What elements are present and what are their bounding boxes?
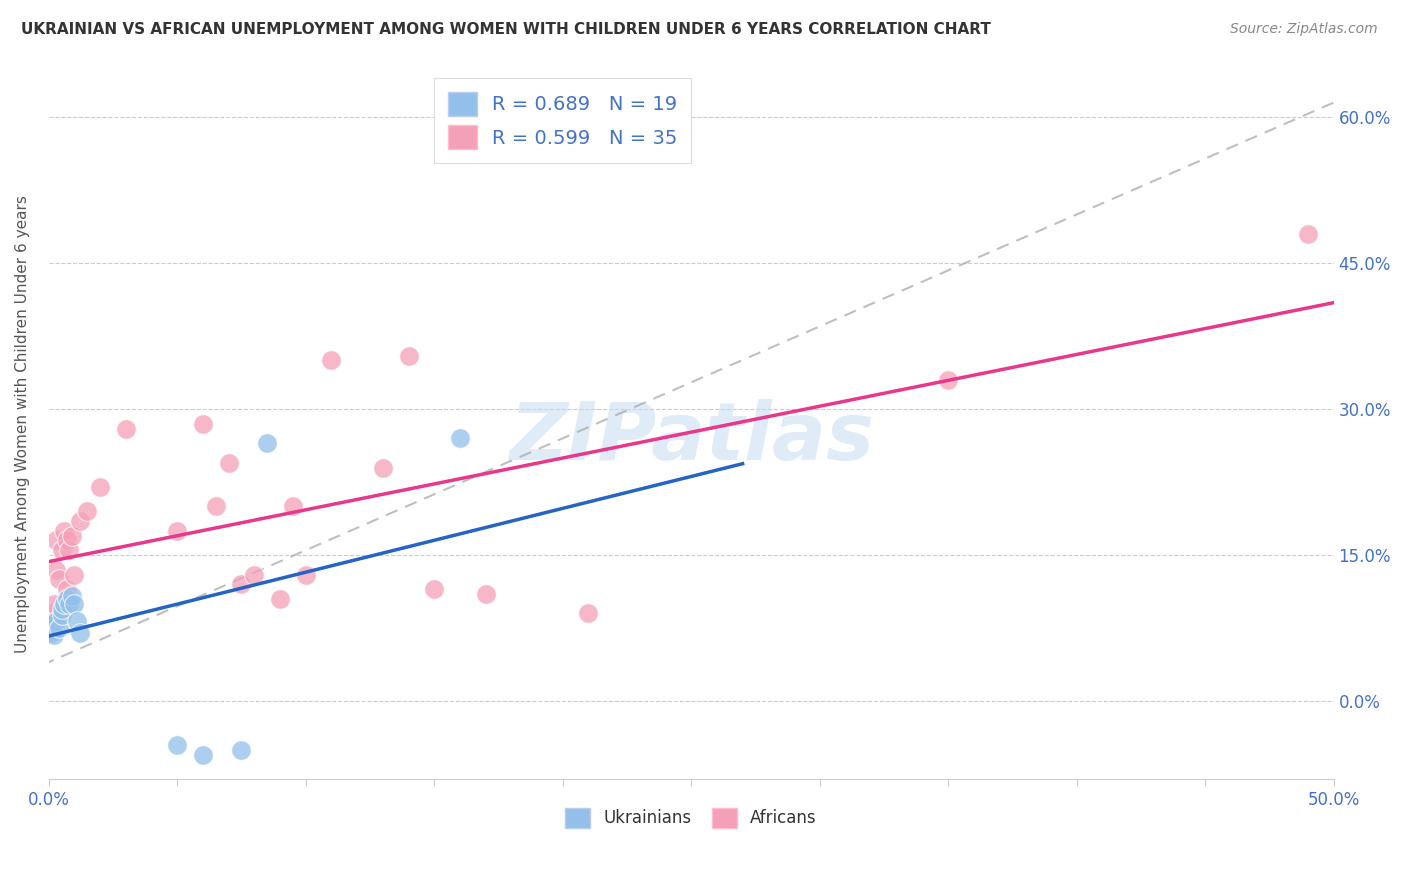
Text: Source: ZipAtlas.com: Source: ZipAtlas.com	[1230, 22, 1378, 37]
Point	[936, 373, 959, 387]
Point	[58, 543, 80, 558]
Point	[269, 591, 291, 606]
Point	[42, 597, 65, 611]
Point	[48, 573, 70, 587]
Text: UKRAINIAN VS AFRICAN UNEMPLOYMENT AMONG WOMEN WITH CHILDREN UNDER 6 YEARS CORREL: UKRAINIAN VS AFRICAN UNEMPLOYMENT AMONG …	[21, 22, 991, 37]
Point	[76, 504, 98, 518]
Point	[243, 567, 266, 582]
Point	[60, 528, 83, 542]
Y-axis label: Unemployment Among Women with Children Under 6 years: Unemployment Among Women with Children U…	[15, 194, 30, 653]
Point	[51, 543, 73, 558]
Point	[89, 480, 111, 494]
Point	[55, 591, 77, 606]
Point	[69, 514, 91, 528]
Point	[166, 524, 188, 538]
Point	[1296, 227, 1319, 241]
Point	[576, 607, 599, 621]
Point	[42, 628, 65, 642]
Point	[66, 614, 89, 628]
Point	[115, 421, 138, 435]
Point	[63, 597, 86, 611]
Text: ZIPatlas: ZIPatlas	[509, 399, 873, 477]
Point	[48, 621, 70, 635]
Point	[58, 597, 80, 611]
Point	[294, 567, 316, 582]
Point	[204, 500, 226, 514]
Point	[474, 587, 496, 601]
Point	[45, 563, 67, 577]
Point	[45, 533, 67, 548]
Point	[231, 577, 253, 591]
Point	[38, 616, 60, 631]
Point	[231, 742, 253, 756]
Point	[51, 607, 73, 621]
Point	[63, 567, 86, 582]
Point	[60, 589, 83, 603]
Point	[321, 353, 343, 368]
Point	[41, 626, 63, 640]
Point	[371, 460, 394, 475]
Point	[281, 500, 304, 514]
Point	[53, 524, 76, 538]
Point	[423, 582, 446, 596]
Point	[398, 349, 420, 363]
Point	[191, 417, 214, 431]
Point	[166, 738, 188, 752]
Point	[51, 601, 73, 615]
Point	[41, 607, 63, 621]
Point	[51, 608, 73, 623]
Point	[256, 436, 278, 450]
Point	[55, 533, 77, 548]
Point	[69, 626, 91, 640]
Point	[449, 431, 471, 445]
Point	[191, 747, 214, 762]
Point	[53, 597, 76, 611]
Point	[218, 456, 240, 470]
Point	[38, 618, 60, 632]
Legend: Ukrainians, Africans: Ukrainians, Africans	[558, 801, 824, 835]
Point	[55, 582, 77, 596]
Point	[45, 614, 67, 628]
